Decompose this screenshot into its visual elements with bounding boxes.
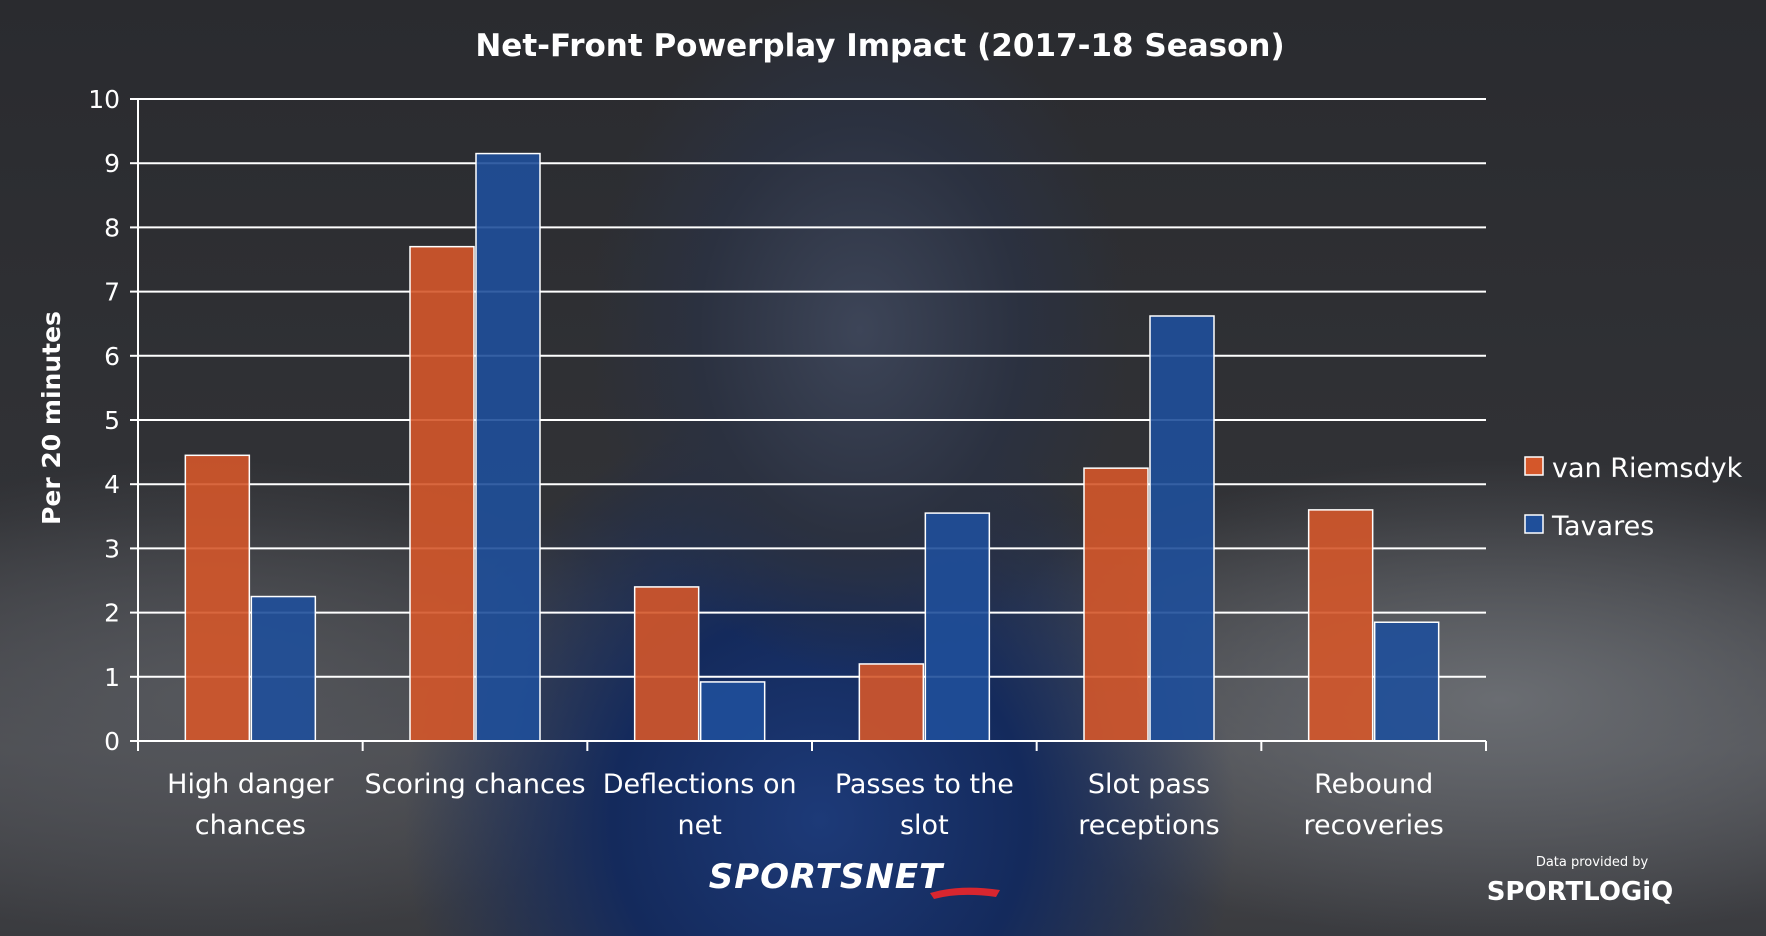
legend-swatch [1524, 514, 1544, 534]
axes [130, 98, 1487, 751]
chart-title: Net-Front Powerplay Impact (2017-18 Seas… [475, 28, 1284, 64]
x-category-label: Passes to the [835, 769, 1014, 800]
sportsnet-logo: SPORTSNET [709, 857, 1000, 899]
x-category-label: Scoring chances [364, 769, 585, 800]
x-category-label: chances [195, 810, 306, 841]
legend: van Riemsdyk Tavares [1524, 453, 1743, 542]
bar-van-riemsdyk-0 [184, 454, 251, 742]
sportsnet-swoosh-icon [930, 887, 1000, 899]
bar-tavares-3 [924, 512, 991, 742]
x-category-label: Slot pass [1088, 769, 1210, 800]
bar-tavares-4 [1149, 315, 1215, 742]
bar-van-riemsdyk-1 [409, 245, 475, 742]
x-category-label: receptions [1078, 810, 1220, 841]
bar-van-riemsdyk-2 [633, 586, 700, 742]
bar-van-riemsdyk-3 [858, 663, 925, 742]
x-category-label: Rebound [1314, 769, 1433, 800]
gridlines [138, 98, 1486, 678]
bar-tavares-2 [699, 681, 766, 742]
y-tick-label: 9 [104, 149, 120, 178]
data-credit-prefix: Data provided by [1536, 855, 1649, 870]
y-tick-label: 8 [104, 213, 120, 242]
y-tick-labels: 0 1 2 3 4 5 6 7 8 9 10 [88, 85, 120, 756]
y-tick-label: 3 [104, 534, 120, 563]
bar-tavares-5 [1373, 621, 1440, 742]
x-category-label: slot [900, 810, 949, 841]
legend-label: Tavares [1551, 511, 1654, 542]
y-tick-label: 6 [104, 342, 120, 371]
y-tick-label: 1 [104, 663, 120, 692]
bar-van-riemsdyk-4 [1083, 467, 1149, 742]
bars [184, 152, 1440, 742]
bar-van-riemsdyk-5 [1307, 509, 1374, 742]
sportsnet-logo-text: SPORTSNET [709, 857, 945, 897]
y-tick-label: 10 [88, 85, 120, 114]
x-category-label: High danger [167, 769, 334, 800]
x-category-labels: High danger chances Scoring chances Deflect… [167, 769, 1444, 841]
y-tick-label: 5 [104, 406, 120, 435]
sportlogiq-logo-text: SPORTLOGiQ [1487, 877, 1674, 907]
y-tick-label: 4 [104, 470, 120, 499]
legend-swatch [1524, 456, 1544, 476]
y-tick-label: 0 [104, 727, 120, 756]
bar-tavares-1 [475, 152, 541, 742]
y-tick-label: 2 [104, 599, 120, 628]
x-category-label: recoveries [1303, 810, 1443, 841]
x-category-label: Deflections on [603, 769, 797, 800]
legend-label: van Riemsdyk [1552, 453, 1743, 484]
y-tick-label: 7 [104, 278, 120, 307]
x-category-label: net [678, 810, 722, 841]
y-axis-label: Per 20 minutes [37, 311, 66, 525]
data-credit: Data provided by SPORTLOGiQ [1487, 855, 1674, 907]
bar-tavares-0 [250, 595, 317, 742]
